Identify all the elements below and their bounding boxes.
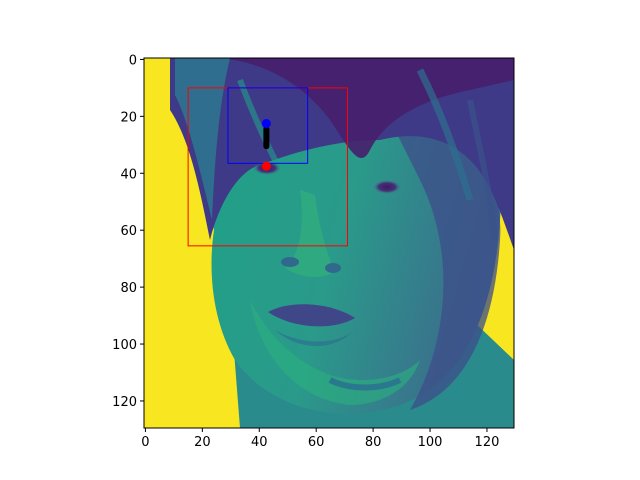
annotation-overlay (187, 87, 348, 247)
y-tick-label: 40 (120, 167, 137, 182)
y-tick-label: 80 (120, 281, 137, 296)
cheek-region (250, 300, 420, 405)
x-tick-label: 20 (194, 435, 211, 450)
right-eye (373, 180, 401, 194)
y-tick-label: 100 (112, 338, 137, 353)
axes-frame (143, 57, 515, 429)
y-tick-label: 120 (112, 395, 137, 410)
face-shadow-region (390, 120, 501, 410)
y-axis: 0 20 40 60 80 100 120 (112, 53, 144, 410)
nostril (325, 263, 341, 273)
y-tick-label: 60 (120, 224, 137, 239)
lower-lip (275, 330, 352, 346)
image-panel (144, 58, 514, 428)
hair-strand (416, 68, 474, 202)
y-tick-label: 20 (120, 110, 137, 125)
hair-dark-region (220, 58, 514, 159)
x-tick-label: 60 (308, 435, 325, 450)
hair-strand (467, 99, 498, 241)
trajectory-point (263, 143, 270, 150)
x-tick-label: 40 (251, 435, 268, 450)
hair-left-region (175, 58, 230, 220)
x-tick-label: 100 (418, 435, 443, 450)
x-tick-label: 0 (141, 435, 149, 450)
hair-region (170, 58, 514, 250)
y-tick-label: 0 (129, 53, 137, 68)
chin-shadow (328, 377, 402, 391)
keypoint-marker (261, 118, 271, 128)
lips (268, 304, 355, 327)
nose-region (285, 190, 335, 277)
x-tick-label: 80 (365, 435, 382, 450)
x-tick-label: 120 (475, 435, 500, 450)
x-axis: 0 20 40 60 80 100 120 (141, 428, 499, 450)
keypoint-marker (261, 161, 271, 171)
nostril (281, 257, 299, 267)
